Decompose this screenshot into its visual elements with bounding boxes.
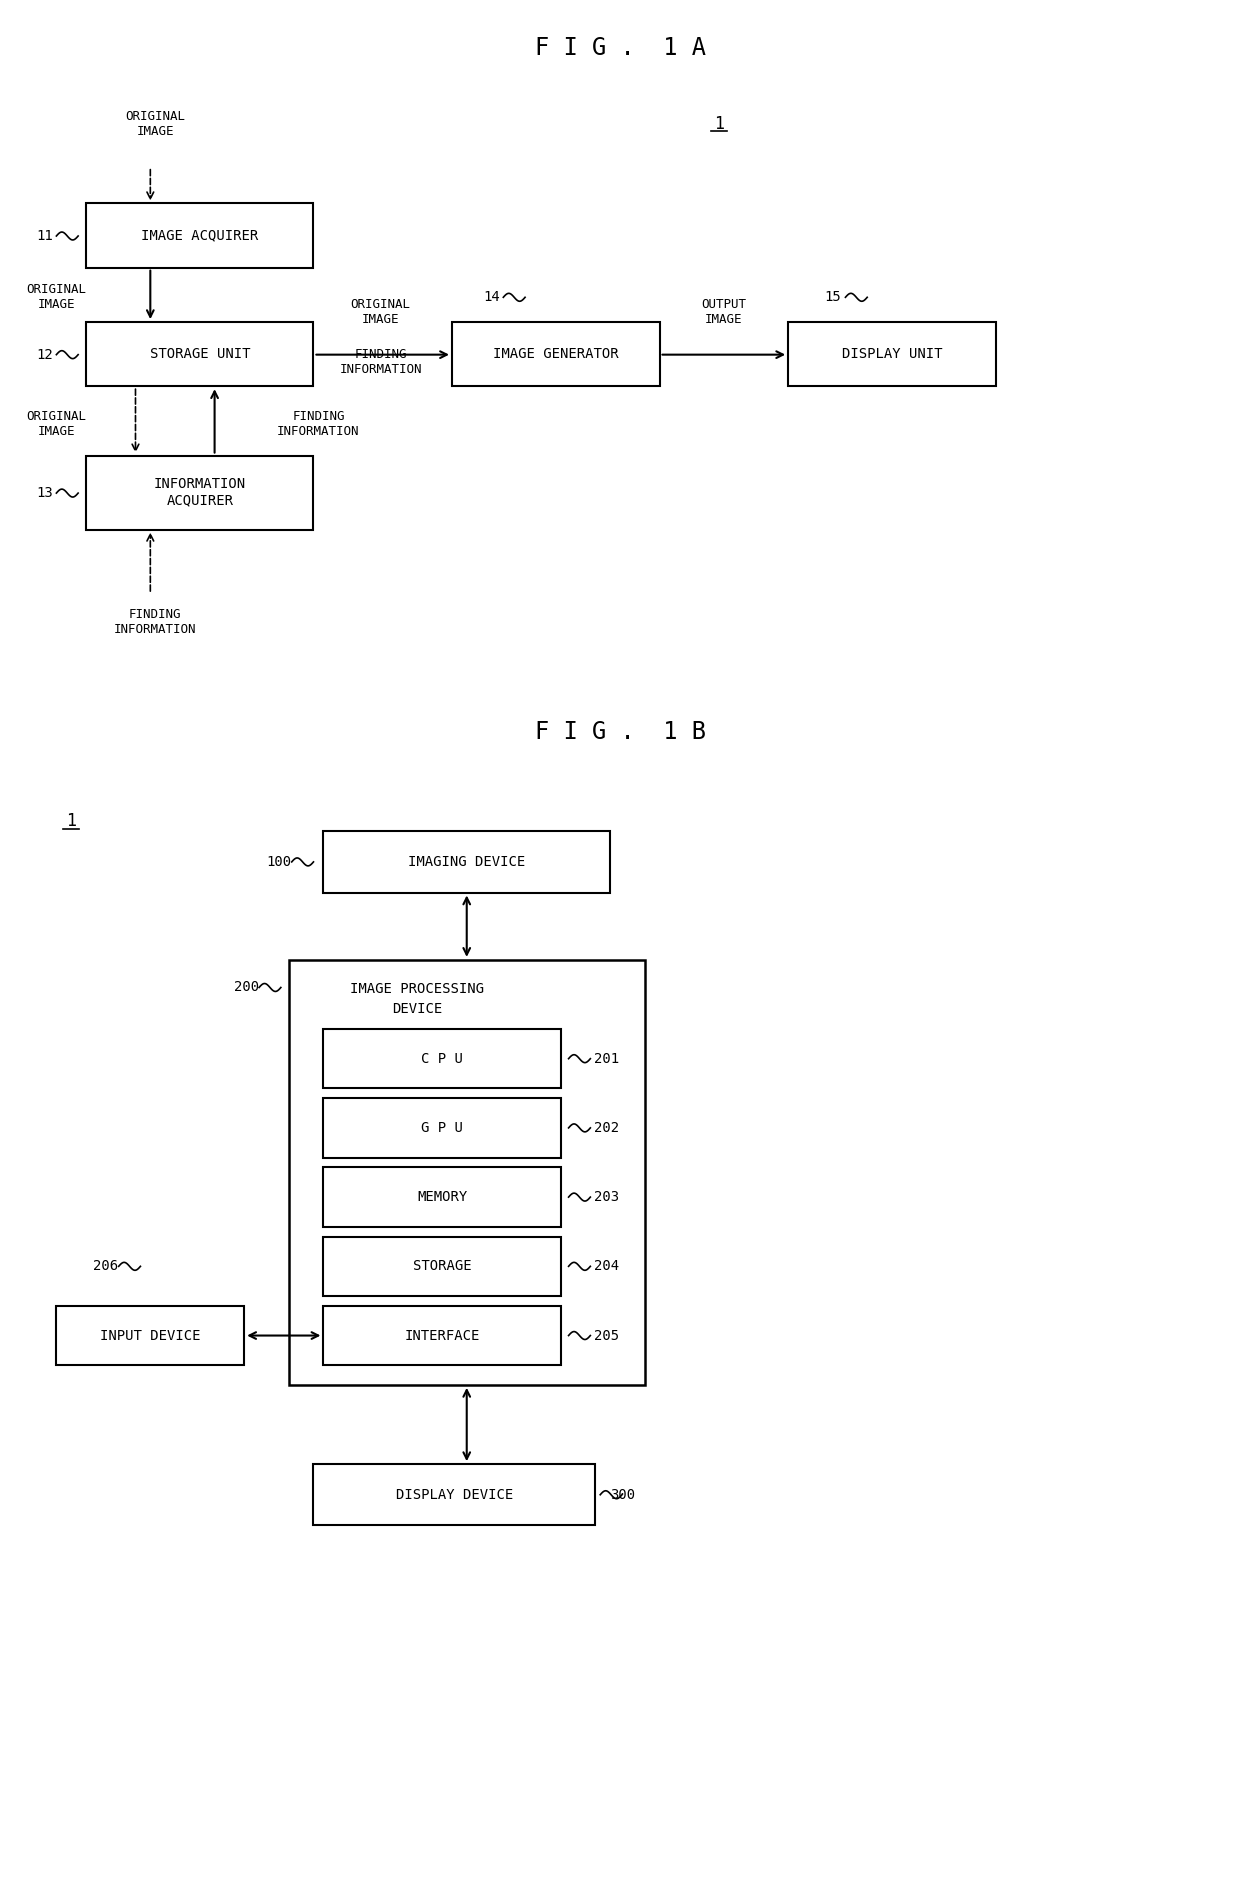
Text: IMAGING DEVICE: IMAGING DEVICE [408, 855, 526, 869]
Text: FINDING
INFORMATION: FINDING INFORMATION [114, 609, 196, 635]
Text: OUTPUT
IMAGE: OUTPUT IMAGE [702, 298, 746, 326]
Text: 1: 1 [66, 812, 76, 831]
FancyBboxPatch shape [324, 1098, 560, 1157]
Text: 201: 201 [594, 1051, 620, 1066]
FancyBboxPatch shape [86, 456, 314, 529]
Text: FINDING
INFORMATION: FINDING INFORMATION [278, 411, 360, 437]
FancyBboxPatch shape [451, 322, 660, 386]
FancyBboxPatch shape [86, 322, 314, 386]
Text: C P U: C P U [422, 1051, 463, 1066]
Text: 204: 204 [594, 1259, 620, 1274]
Text: 1: 1 [714, 115, 724, 134]
FancyBboxPatch shape [324, 1306, 560, 1366]
Text: ORIGINAL
IMAGE: ORIGINAL IMAGE [26, 283, 87, 311]
Text: STORAGE: STORAGE [413, 1259, 471, 1274]
FancyBboxPatch shape [324, 1236, 560, 1296]
Text: 13: 13 [36, 486, 53, 499]
FancyBboxPatch shape [324, 1168, 560, 1226]
Text: DISPLAY UNIT: DISPLAY UNIT [842, 347, 942, 362]
FancyBboxPatch shape [789, 322, 996, 386]
FancyBboxPatch shape [289, 959, 645, 1385]
Text: 15: 15 [825, 290, 841, 305]
Text: 200: 200 [233, 980, 259, 995]
Text: DEVICE: DEVICE [392, 1002, 443, 1015]
FancyBboxPatch shape [324, 831, 610, 893]
Text: DISPLAY DEVICE: DISPLAY DEVICE [396, 1488, 513, 1502]
Text: 11: 11 [36, 230, 53, 243]
Text: 14: 14 [484, 290, 500, 305]
Text: G P U: G P U [422, 1121, 463, 1134]
Text: 100: 100 [267, 855, 291, 869]
Text: ORIGINAL
IMAGE: ORIGINAL IMAGE [125, 111, 185, 138]
Text: INTERFACE: INTERFACE [404, 1328, 480, 1343]
Text: F I G .  1 A: F I G . 1 A [534, 36, 706, 60]
Text: STORAGE UNIT: STORAGE UNIT [150, 347, 250, 362]
Text: INFORMATION
ACQUIRER: INFORMATION ACQUIRER [154, 477, 246, 507]
Text: MEMORY: MEMORY [417, 1191, 467, 1204]
Text: F I G .  1 B: F I G . 1 B [534, 720, 706, 744]
Text: 300: 300 [610, 1488, 635, 1502]
Text: FINDING
INFORMATION: FINDING INFORMATION [340, 347, 422, 375]
Text: INPUT DEVICE: INPUT DEVICE [100, 1328, 201, 1343]
Text: IMAGE PROCESSING: IMAGE PROCESSING [350, 982, 485, 997]
Text: 12: 12 [36, 349, 53, 362]
FancyBboxPatch shape [324, 1029, 560, 1089]
Text: IMAGE GENERATOR: IMAGE GENERATOR [494, 347, 619, 362]
Text: 205: 205 [594, 1328, 620, 1343]
Text: 203: 203 [594, 1191, 620, 1204]
Text: IMAGE ACQUIRER: IMAGE ACQUIRER [141, 228, 258, 243]
Text: ORIGINAL
IMAGE: ORIGINAL IMAGE [351, 298, 410, 326]
FancyBboxPatch shape [86, 203, 314, 268]
Text: 202: 202 [594, 1121, 620, 1134]
FancyBboxPatch shape [314, 1464, 595, 1526]
Text: ORIGINAL
IMAGE: ORIGINAL IMAGE [26, 411, 87, 437]
FancyBboxPatch shape [56, 1306, 244, 1366]
Text: 206: 206 [93, 1259, 118, 1274]
